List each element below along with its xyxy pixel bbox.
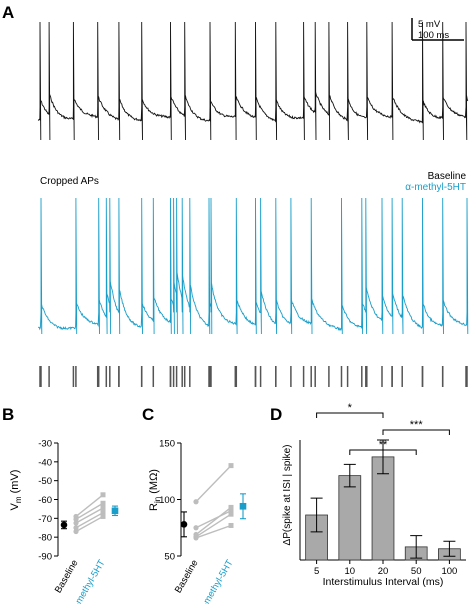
treated-point (228, 463, 234, 469)
paired-line (75, 515, 104, 533)
mean-marker (180, 521, 188, 528)
panel-c-ylabel-main: R (148, 503, 160, 511)
panel-b-plot: -30-40-50-60-70-80-90Baselineα-methyl-5H… (38, 439, 119, 609)
mean-marker (111, 507, 119, 515)
panel-d-xlabel: Interstimulus Interval (ms) (323, 576, 444, 588)
y-tick-label: 150 (159, 439, 175, 450)
y-tick-label: -70 (38, 514, 52, 525)
significance-label: * (348, 402, 353, 414)
panel-b-ylabel-sub: m (14, 496, 23, 503)
y-tick-label: -60 (38, 495, 52, 506)
panel-b-ylabel: Vm (mV) (9, 470, 23, 511)
x-tick-label: 100 (441, 566, 457, 577)
scale-bar-time-label: 100 ms (418, 30, 449, 41)
panel-b-ylabel-unit: (mV) (9, 470, 21, 497)
paired-line (195, 510, 232, 529)
significance-bracket (382, 429, 450, 435)
paired-line (195, 465, 232, 503)
y-tick-label: 100 (159, 495, 175, 506)
baseline-point (73, 525, 79, 531)
paired-line (195, 524, 232, 539)
mean-marker (239, 502, 247, 510)
x-tick-label: 50 (411, 566, 422, 577)
category-label: Baseline (53, 558, 81, 595)
scale-bar: 5 mV 100 ms (411, 18, 464, 41)
significance-label: ** (379, 439, 388, 451)
category-label: Baseline (173, 558, 201, 595)
treated-point (100, 500, 106, 506)
panel-b-ylabel-main: V (9, 502, 21, 510)
treated-point (100, 513, 106, 519)
y-tick-label: 50 (164, 552, 175, 563)
panel-c-ylabel: Rin (MΩ) (148, 469, 162, 511)
panel-c-ylabel-unit: (MΩ) (148, 469, 160, 497)
cropped-aps-label: Cropped APs (40, 176, 99, 187)
y-tick-label: -80 (38, 533, 52, 544)
y-tick-label: -40 (38, 457, 52, 468)
scale-bar-voltage-label: 5 mV (418, 19, 441, 30)
paired-line (75, 502, 104, 520)
panel-d: D ΔP(spike at ISI | spike) Interstimulus… (270, 402, 466, 588)
panel-d-ylabel: ΔP(spike at ISI | spike) (282, 445, 293, 546)
x-tick-label: 10 (345, 566, 356, 577)
baseline-point (193, 535, 199, 541)
significance-label: *** (410, 419, 424, 431)
paired-line (75, 512, 104, 529)
panel-c-ylabel-sub: in (153, 497, 162, 503)
y-tick-label: -90 (38, 552, 52, 563)
treated-point (228, 522, 234, 528)
panel-d-plot: 5 10 20 50 100****** (299, 402, 466, 577)
baseline-point (73, 516, 79, 522)
treated-point (228, 508, 234, 514)
significance-bracket (316, 412, 384, 418)
y-tick-label: -30 (38, 439, 52, 450)
paired-line (75, 494, 104, 517)
legend-alpha-methyl-5ht: α-methyl-5HT (405, 182, 466, 193)
bar (338, 475, 362, 561)
baseline-point (73, 528, 79, 535)
mean-marker (60, 521, 68, 529)
y-tick-label: -50 (38, 476, 52, 487)
spike-raster (39, 366, 468, 387)
alpha-methyl-5ht-trace (38, 197, 469, 335)
panel-a: A 5 mV 100 ms Cropped APs Baseline α-met… (2, 3, 469, 387)
panel-b-letter: B (2, 405, 14, 424)
x-tick-label: 5 (314, 566, 319, 577)
treated-point (228, 504, 234, 510)
treated-point (100, 492, 106, 498)
treated-point (100, 510, 106, 516)
panel-c-letter: C (142, 405, 154, 424)
legend-baseline: Baseline (428, 171, 467, 182)
panel-d-letter: D (270, 405, 282, 424)
category-label: α-methyl-5HT (197, 558, 235, 604)
baseline-point (193, 525, 199, 531)
panel-b: B Vm (mV) -30-40-50-60-70-80-90Baselineα… (2, 405, 119, 609)
panel-a-letter: A (2, 3, 14, 22)
paired-line (195, 513, 232, 538)
paired-line (75, 507, 104, 524)
baseline-point (193, 499, 199, 505)
treated-point (228, 511, 234, 517)
paired-line (195, 506, 232, 536)
baseline-trace (37, 21, 469, 141)
x-tick-label: 20 (378, 566, 389, 577)
baseline-point (73, 520, 79, 526)
significance-bracket (349, 449, 417, 455)
treated-point (100, 505, 106, 511)
